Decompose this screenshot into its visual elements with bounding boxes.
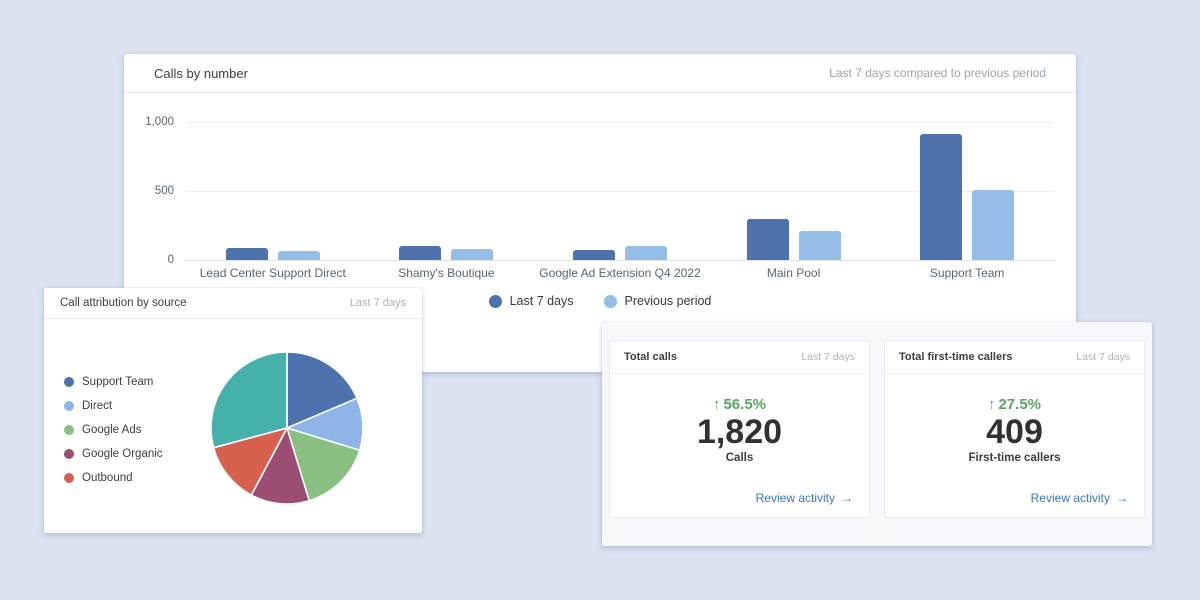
pie-legend-item-google-organic[interactable]: Google Organic	[64, 448, 163, 460]
y-axis-tick-1000: 1,000	[145, 116, 174, 128]
legend-dot-icon	[64, 449, 74, 459]
pie-legend-label: Google Organic	[82, 448, 163, 460]
x-axis-label-1: Shamy's Boutique	[398, 266, 495, 280]
bar-previous-period-1[interactable]	[451, 248, 494, 260]
review-activity-label: Review activity	[1030, 491, 1110, 505]
pie-card-header: Call attribution by source Last 7 days	[44, 288, 422, 319]
x-axis-label-0: Lead Center Support Direct	[199, 266, 346, 280]
bar-last-7-days-1[interactable]	[399, 245, 442, 260]
total-calls-header: Total calls Last 7 days	[610, 341, 869, 374]
first-time-callers-value: 409	[986, 413, 1043, 451]
bar-group-2	[533, 122, 707, 260]
total-calls-change: ↑ 56.5%	[610, 396, 869, 413]
first-time-callers-body: ↑ 27.5% 409 First-time callers	[885, 396, 1144, 464]
legend-dot-icon	[603, 294, 617, 308]
gridline-1000	[186, 121, 1054, 123]
bar-previous-period-3[interactable]	[798, 231, 841, 260]
pie-legend-label: Google Ads	[82, 424, 142, 436]
y-axis-tick-500: 500	[154, 185, 174, 197]
pie-slice-google-organic[interactable]	[250, 427, 311, 505]
up-arrow-icon: ↑	[987, 396, 996, 413]
right-arrow-icon: →	[1116, 491, 1128, 505]
first-time-callers-period: Last 7 days	[1076, 351, 1130, 363]
total-calls-change-value: 56.5%	[723, 396, 767, 413]
legend-item-label: Last 7 days	[509, 294, 574, 308]
calls-card-title: Calls by number	[154, 65, 248, 81]
bar-chart-legend: Last 7 days Previous period	[124, 294, 1076, 308]
first-time-callers-card: Total first-time callers Last 7 days ↑ 27…	[884, 340, 1145, 518]
gridline-0	[186, 259, 1054, 261]
x-axis-label-4: Support Team	[929, 266, 1005, 280]
legend-dot-icon	[64, 425, 74, 435]
total-calls-card: Total calls Last 7 days ↑ 56.5% 1,820 Cal…	[609, 340, 870, 518]
pie-slice-unlabeled-teal[interactable]	[210, 351, 288, 449]
pie-chart-legend: Support Team Direct Google Ads Google Organ…	[64, 376, 163, 484]
pie-legend-label: Direct	[82, 400, 113, 412]
bar-group-0	[186, 122, 360, 260]
legend-item-label: Previous period	[624, 294, 712, 308]
total-calls-title: Total calls	[624, 351, 677, 363]
pie-legend-item-google-ads[interactable]: Google Ads	[64, 424, 163, 436]
pie-legend-item-support-team[interactable]: Support Team	[64, 376, 163, 388]
pie-slice-outbound[interactable]	[212, 427, 288, 496]
legend-dot-icon	[64, 401, 74, 411]
x-axis-label-3: Main Pool	[766, 266, 821, 280]
y-axis-tick-0: 0	[167, 254, 174, 266]
first-time-callers-header: Total first-time callers Last 7 days	[885, 341, 1144, 374]
legend-item-last-7-days[interactable]: Last 7 days	[488, 294, 574, 308]
bar-group-1	[360, 122, 534, 260]
stats-container: Total calls Last 7 days ↑ 56.5% 1,820 Cal…	[602, 322, 1152, 546]
bar-group-3	[707, 122, 881, 260]
legend-dot-icon	[64, 377, 74, 387]
review-activity-label: Review activity	[755, 491, 835, 505]
pie-card-title: Call attribution by source	[60, 297, 187, 309]
up-arrow-icon: ↑	[712, 396, 721, 413]
total-calls-value: 1,820	[696, 413, 783, 451]
calls-card-header: Calls by number Last 7 days compared to …	[124, 54, 1076, 93]
pie-legend-label: Outbound	[82, 472, 133, 484]
bar-previous-period-0[interactable]	[277, 251, 320, 260]
bar-last-7-days-4[interactable]	[920, 134, 963, 260]
total-calls-period: Last 7 days	[801, 351, 855, 363]
bar-last-7-days-2[interactable]	[572, 250, 615, 260]
legend-dot-icon	[64, 473, 74, 483]
bar-last-7-days-0[interactable]	[225, 248, 268, 260]
pie-legend-item-direct[interactable]: Direct	[64, 400, 163, 412]
gridline-500	[186, 190, 1054, 192]
bar-chart-x-axis-labels: Lead Center Support Direct Shamy's Boutiq…	[186, 266, 1054, 280]
bar-groups	[186, 122, 1054, 260]
pie-slice-google-ads[interactable]	[286, 427, 361, 502]
bar-previous-period-4[interactable]	[972, 189, 1015, 260]
total-calls-value-label: Calls	[725, 452, 754, 465]
bar-previous-period-2[interactable]	[624, 245, 667, 260]
bar-last-7-days-3[interactable]	[746, 218, 789, 260]
total-calls-review-activity-link[interactable]: Review activity →	[756, 491, 853, 505]
call-attribution-card: Call attribution by source Last 7 days S…	[44, 288, 422, 533]
first-time-callers-change: ↑ 27.5%	[885, 396, 1144, 413]
pie-chart	[210, 351, 364, 505]
bar-group-4	[880, 122, 1054, 260]
first-time-callers-change-value: 27.5%	[998, 396, 1042, 413]
first-time-callers-value-label: First-time callers	[968, 452, 1061, 465]
right-arrow-icon: →	[841, 491, 853, 505]
total-calls-body: ↑ 56.5% 1,820 Calls	[610, 396, 869, 464]
pie-legend-item-outbound[interactable]: Outbound	[64, 472, 163, 484]
legend-dot-icon	[488, 294, 502, 308]
pie-slice-support-team[interactable]	[286, 351, 358, 429]
bar-chart-plot-area: 1,000 500 0	[145, 116, 1054, 266]
first-time-callers-review-activity-link[interactable]: Review activity →	[1031, 491, 1128, 505]
pie-card-period: Last 7 days	[349, 297, 406, 309]
legend-item-previous-period[interactable]: Previous period	[603, 294, 712, 308]
first-time-callers-title: Total first-time callers	[899, 351, 1013, 363]
pie-legend-label: Support Team	[82, 376, 154, 388]
calls-card-period-note: Last 7 days compared to previous period	[829, 66, 1046, 80]
x-axis-label-2: Google Ad Extension Q4 2022	[539, 266, 701, 280]
